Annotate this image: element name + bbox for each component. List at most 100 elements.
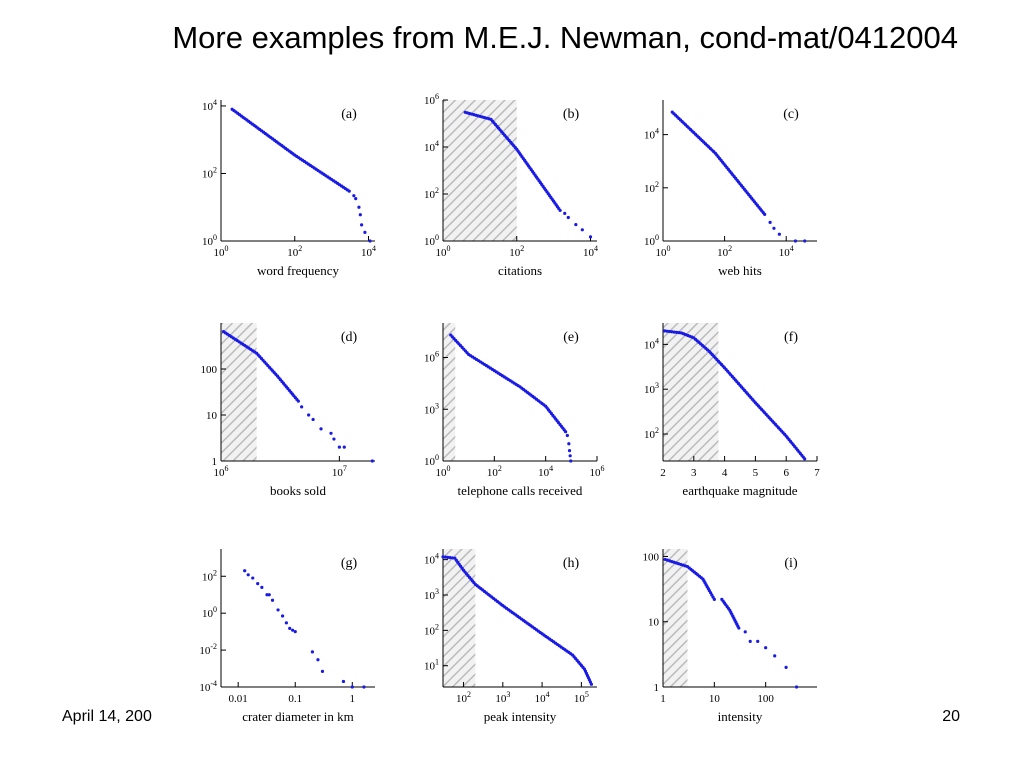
x-tick-label: 0.1: [288, 693, 302, 705]
y-tick-label: 101: [424, 658, 439, 673]
shaded-region: [443, 100, 517, 241]
y-tick-label: 10-2: [199, 642, 217, 657]
data-point: [243, 569, 247, 573]
data-point: [441, 555, 445, 559]
data-point: [363, 230, 367, 234]
x-tick-label: 100: [656, 244, 671, 259]
x-axis-label: web hits: [718, 263, 762, 278]
y-tick-label: 104: [644, 336, 659, 351]
x-tick-label: 1: [660, 693, 666, 705]
x-tick-label: 10: [709, 693, 721, 705]
shaded-region: [663, 323, 719, 461]
data-point: [342, 445, 346, 449]
data-point: [672, 330, 676, 334]
y-tick-label: 102: [202, 165, 217, 180]
x-axis-label: peak intensity: [484, 709, 557, 724]
chart-panel: 0.01 0.1 1 10-4 10-2 100 102 crater diameter in…: [199, 549, 375, 724]
y-tick-label: 106: [424, 350, 439, 365]
slide-title: More examples from M.E.J. Newman, cond-m…: [172, 20, 958, 55]
y-tick-label: 100: [201, 364, 218, 376]
data-point: [670, 330, 674, 334]
data-point: [311, 417, 315, 422]
data-point: [352, 194, 356, 198]
data-point: [300, 405, 304, 409]
y-tick-label: 100: [202, 605, 217, 620]
x-tick-label: 102: [456, 690, 471, 705]
x-tick-label: 3: [691, 467, 697, 479]
x-tick-label: 105: [574, 690, 589, 705]
y-tick-label: 100: [644, 233, 659, 248]
data-point: [772, 226, 776, 230]
data-point: [291, 628, 295, 632]
data-point: [667, 329, 671, 334]
x-axis-label: telephone calls received: [458, 483, 583, 498]
panel-label: (a): [341, 107, 357, 122]
chart-panel: 102 103 104 105 101 102 103 104 peak intensity (h…: [424, 549, 597, 724]
data-point: [368, 239, 372, 243]
y-tick-label: 102: [202, 568, 217, 583]
data-point: [569, 459, 573, 463]
data-point: [332, 437, 336, 441]
x-tick-label: 104: [361, 244, 376, 259]
data-point: [589, 682, 593, 686]
panel-label: (h): [563, 556, 580, 571]
data-point: [567, 442, 571, 446]
data-point: [712, 597, 716, 601]
x-tick-label: 102: [487, 464, 502, 479]
data-point: [251, 576, 255, 580]
y-tick-label: 100: [643, 551, 660, 563]
panel-label: (g): [341, 556, 358, 571]
y-tick-label: 102: [644, 180, 659, 195]
x-tick-label: 102: [509, 244, 524, 259]
y-tick-label: 104: [202, 98, 217, 113]
data-point: [276, 608, 280, 612]
data-point: [319, 427, 323, 431]
data-point: [803, 457, 807, 461]
data-point: [563, 211, 567, 215]
y-tick-label: 1: [654, 682, 660, 694]
data-point: [773, 654, 777, 658]
data-point: [446, 555, 450, 559]
y-tick-label: 102: [424, 622, 439, 637]
data-point: [558, 208, 562, 213]
data-point: [764, 646, 768, 650]
data-point: [784, 665, 788, 669]
shaded-region: [443, 323, 456, 461]
data-point: [566, 215, 570, 220]
y-tick-label: 10: [648, 617, 660, 629]
data-point: [246, 573, 250, 577]
data-point: [803, 239, 807, 243]
data-point: [748, 639, 752, 643]
data-point: [448, 556, 452, 560]
data-point: [350, 685, 354, 689]
y-tick-label: 100: [202, 233, 217, 248]
data-point: [677, 331, 681, 335]
chart-panel: 2 3 4 5 6 7 102 103 104 earthquake magnitude (f): [644, 323, 820, 498]
data-point: [354, 197, 358, 201]
y-tick-label: 104: [644, 127, 659, 142]
x-tick-label: 6: [783, 467, 789, 479]
data-point: [310, 650, 315, 654]
x-tick-label: 100: [214, 244, 229, 259]
data-point: [580, 228, 584, 232]
data-point: [288, 626, 292, 630]
data-point: [341, 679, 346, 684]
data-point: [358, 213, 362, 217]
panel-label: (e): [563, 330, 579, 345]
y-tick-label: 106: [424, 92, 439, 107]
data-point: [567, 449, 572, 453]
y-tick-label: 103: [644, 381, 659, 396]
page-number: 20: [942, 708, 960, 725]
data-point: [763, 212, 767, 217]
shaded-region: [221, 323, 257, 461]
data-point: [588, 235, 593, 239]
data-point: [370, 459, 374, 463]
x-tick-label: 104: [538, 464, 553, 479]
panel-label: (c): [783, 107, 799, 122]
data-point: [267, 593, 271, 597]
data-point: [443, 555, 447, 559]
data-point: [260, 585, 264, 589]
data-point: [450, 556, 455, 560]
y-tick-label: 100: [424, 233, 439, 248]
